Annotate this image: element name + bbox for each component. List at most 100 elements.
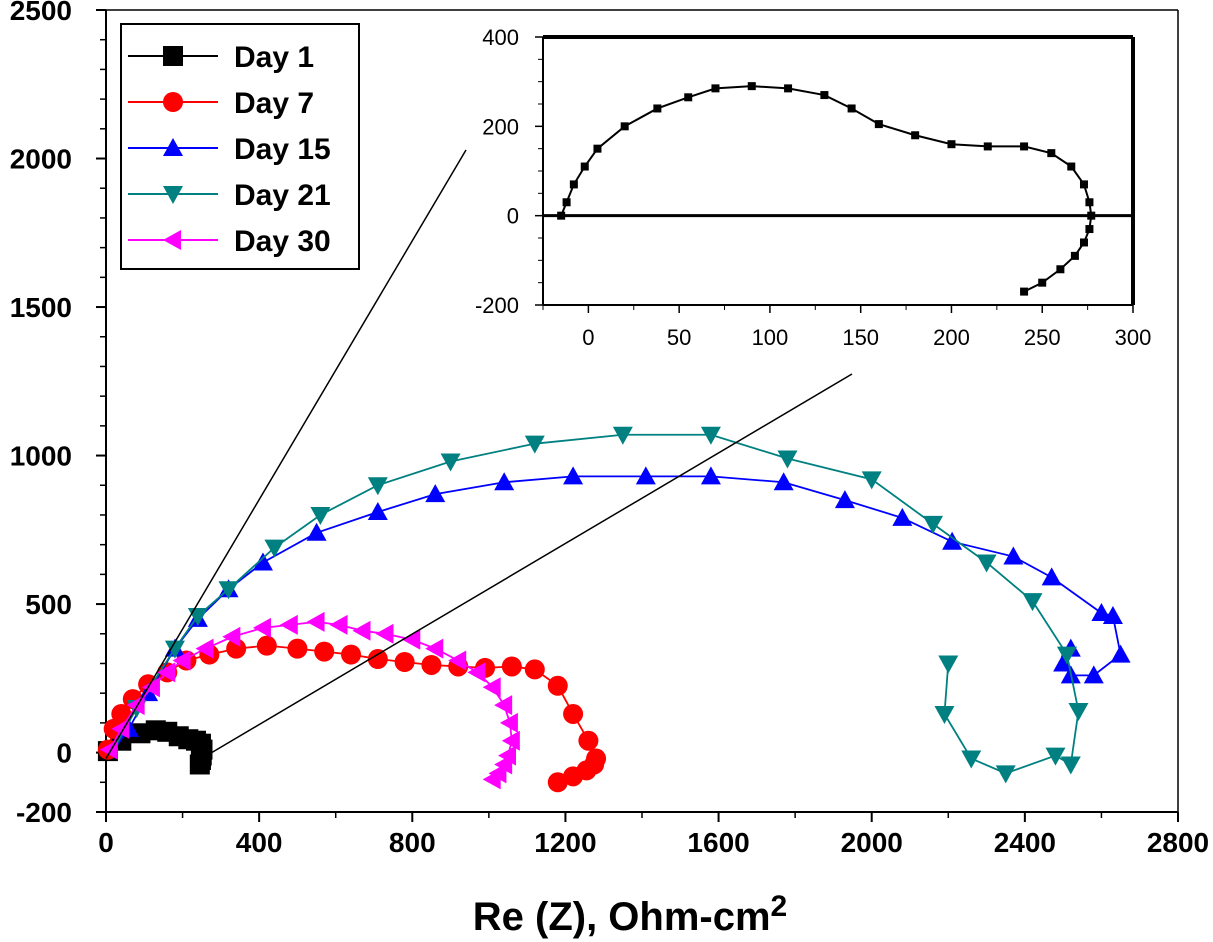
x-tick-label: 2400: [994, 827, 1056, 858]
data-point: [402, 629, 421, 650]
data-point: [1041, 567, 1062, 586]
data-point: [1091, 602, 1112, 621]
data-point: [938, 655, 959, 674]
inset-data-point: [747, 82, 756, 91]
x-tick-label: 1600: [687, 827, 749, 858]
data-point: [195, 638, 214, 659]
inset-y-tick-label: 200: [482, 114, 519, 139]
data-point: [394, 651, 415, 672]
data-point: [222, 626, 241, 647]
data-point: [976, 554, 997, 573]
inset-data-point: [1020, 142, 1029, 151]
data-point: [279, 614, 298, 635]
data-point: [256, 635, 277, 656]
legend: Day 1 Day 7 Day 15 Day 21 Day 30: [120, 23, 360, 270]
data-point: [287, 638, 308, 659]
inset-data-point: [1079, 180, 1088, 189]
data-point: [314, 641, 335, 662]
y-tick-label: 0: [56, 738, 72, 769]
data-point: [777, 450, 798, 469]
inset-data-point: [847, 104, 856, 113]
y-tick-label: 2000: [10, 144, 72, 175]
inset-data-point: [874, 120, 883, 129]
data-point: [934, 705, 955, 724]
data-point: [448, 650, 467, 671]
inset-data-point: [653, 104, 662, 113]
data-point: [1053, 653, 1074, 672]
inset-data-point: [580, 162, 589, 171]
legend-item: Day 30: [128, 225, 331, 258]
data-point: [99, 739, 118, 760]
data-point: [352, 620, 371, 641]
legend-item: Day 1: [128, 41, 314, 74]
inset-data-point: [1085, 225, 1094, 234]
data-point: [367, 477, 388, 496]
data-point: [501, 730, 520, 751]
inset-data-point: [1067, 162, 1076, 171]
legend-label: Day 15: [234, 133, 331, 166]
inset-x-tick-label: 250: [1024, 325, 1061, 350]
data-point: [861, 471, 882, 490]
series-day-30: [99, 611, 520, 790]
x-axis-title-superscript: 2: [771, 890, 788, 923]
inset-data-point: [820, 91, 829, 100]
inset-data-point: [711, 84, 720, 93]
data-point: [367, 501, 388, 520]
legend-marker: [163, 46, 183, 66]
zoom-line-lower: [201, 373, 853, 760]
series-day-15: [112, 466, 1131, 751]
legend-label: Day 21: [234, 179, 331, 212]
inset-y-tick-label: -200: [475, 293, 519, 318]
data-point: [1022, 593, 1043, 612]
inset-data-point: [911, 131, 920, 140]
data-point: [612, 426, 633, 445]
inset-data-point: [1020, 287, 1029, 296]
data-point: [892, 507, 913, 526]
data-point: [310, 506, 331, 525]
inset-data-point: [593, 144, 602, 153]
data-point: [111, 718, 130, 739]
inset-data-point: [983, 142, 992, 151]
x-axis-title-text: Re (Z), Ohm-cm: [473, 895, 771, 939]
data-point: [367, 649, 388, 670]
inset-x-tick-label: 300: [1115, 325, 1152, 350]
data-point: [440, 453, 461, 472]
data-point: [421, 654, 442, 675]
data-point: [1003, 546, 1024, 565]
inset-data-point: [684, 93, 693, 102]
inset-y-tick-label: 400: [482, 25, 519, 50]
data-point: [1083, 665, 1104, 684]
inset-data-point: [562, 198, 571, 207]
legend-box: [120, 23, 360, 270]
inset-x-tick-label: 100: [752, 325, 789, 350]
inset-data-point: [947, 140, 956, 149]
data-point: [252, 552, 273, 571]
x-tick-label: 2800: [1147, 827, 1209, 858]
inset-series-day-1: [557, 82, 1096, 296]
inset-background: [543, 37, 1133, 305]
data-point: [425, 484, 446, 503]
main-plot-area: 0 400 800 1200 1600 2000 2400 2800-200050010001…: [10, 0, 1209, 858]
inset-data-point: [1087, 211, 1096, 220]
data-point: [494, 695, 513, 716]
data-point: [635, 466, 656, 485]
inset-data-point: [620, 122, 629, 131]
data-point: [306, 522, 327, 541]
data-point: [942, 531, 963, 550]
data-point: [563, 766, 584, 787]
data-point: [499, 712, 518, 733]
x-tick-label: 2000: [841, 827, 903, 858]
y-tick-label: 1500: [10, 292, 72, 323]
inset-data-point: [1070, 251, 1079, 260]
inset-x-tick-label: 50: [667, 325, 691, 350]
inset-data-point: [1056, 265, 1065, 274]
data-point: [425, 638, 444, 659]
x-axis-title: Re (Z), Ohm-cm2: [473, 890, 787, 939]
data-point: [700, 466, 721, 485]
data-point: [563, 703, 584, 724]
legend-item: Day 21: [128, 179, 331, 212]
data-point: [995, 765, 1016, 784]
data-point: [164, 640, 185, 659]
y-tick-label: 2500: [10, 0, 72, 26]
data-point: [563, 466, 584, 485]
